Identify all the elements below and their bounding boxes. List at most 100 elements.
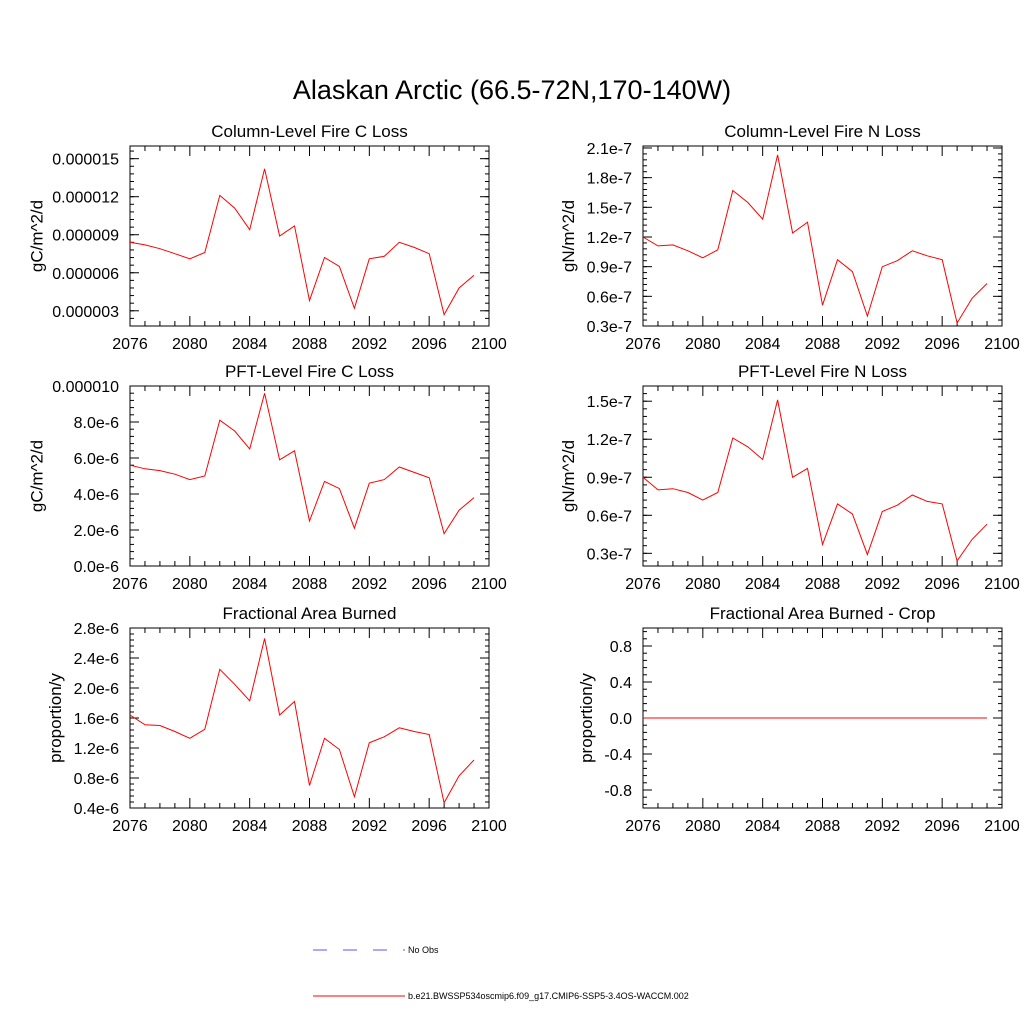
y-tick-label: 0.000015 xyxy=(52,152,119,169)
y-tick-label: 2.0e-6 xyxy=(74,681,119,698)
x-tick-label: 2084 xyxy=(232,818,268,835)
x-tick-label: 2080 xyxy=(685,818,721,835)
x-tick-label: 2096 xyxy=(924,336,960,353)
y-tick-label: 0.3e-7 xyxy=(587,319,632,336)
y-tick-label: -0.8 xyxy=(604,783,632,800)
y-tick-label: 1.6e-6 xyxy=(74,711,119,728)
y-tick-label: 0.0e-6 xyxy=(74,559,119,576)
y-tick-label: 2.4e-6 xyxy=(74,651,119,668)
plot-frame xyxy=(129,385,490,567)
y-tick-label: 1.8e-7 xyxy=(587,171,632,188)
x-tick-label: 2092 xyxy=(352,336,388,353)
x-tick-label: 2084 xyxy=(745,576,781,593)
y-tick-label: 0.8 xyxy=(610,639,632,656)
y-tick-label: 0.000009 xyxy=(52,228,119,245)
x-tick-label: 2080 xyxy=(685,336,721,353)
y-axis-label: proportion/y xyxy=(577,673,596,763)
y-axis-label: proportion/y xyxy=(46,673,65,763)
y-tick-label: 0.000003 xyxy=(52,304,119,321)
y-tick-label: 0.4 xyxy=(610,675,632,692)
x-tick-label: 2096 xyxy=(411,818,447,835)
y-tick-label: 4.0e-6 xyxy=(74,487,119,504)
x-tick-label: 2100 xyxy=(984,576,1020,593)
y-axis-label: gC/m^2/d xyxy=(27,440,46,512)
y-tick-label: 0.000012 xyxy=(52,190,119,207)
x-tick-label: 2100 xyxy=(471,336,507,353)
y-tick-label: 1.2e-6 xyxy=(74,741,119,758)
x-tick-label: 2092 xyxy=(865,576,901,593)
x-tick-label: 2096 xyxy=(924,818,960,835)
x-tick-label: 2080 xyxy=(172,818,208,835)
panel-title: PFT-Level Fire C Loss xyxy=(225,362,394,381)
x-tick-label: 2076 xyxy=(112,818,148,835)
x-tick-label: 2088 xyxy=(292,336,328,353)
x-tick-label: 2076 xyxy=(625,576,661,593)
panels: Column-Level Fire C Loss 2076 2080 2084 2088… xyxy=(27,122,1019,835)
x-tick-label: 2088 xyxy=(292,818,328,835)
x-tick-label: 2088 xyxy=(805,818,841,835)
y-tick-label: 1.2e-7 xyxy=(587,432,632,449)
y-tick-label: 2.8e-6 xyxy=(74,621,119,638)
x-tick-label: 2092 xyxy=(352,576,388,593)
panel-title: Column-Level Fire C Loss xyxy=(211,122,408,141)
x-tick-label: 2096 xyxy=(411,576,447,593)
plot-frame xyxy=(642,385,1003,567)
y-tick-label: 2.1e-7 xyxy=(587,141,632,158)
panel-title: Fractional Area Burned xyxy=(223,604,397,623)
y-tick-label: 0.6e-7 xyxy=(587,508,632,525)
y-tick-label: 0.6e-7 xyxy=(587,289,632,306)
x-tick-label: 2088 xyxy=(805,576,841,593)
legend: No Obs b.e21.BWSSP534oscmip6.f09_g17.CMI… xyxy=(313,945,689,1001)
x-tick-label: 2100 xyxy=(471,576,507,593)
panel-title: PFT-Level Fire N Loss xyxy=(738,362,907,381)
x-tick-label: 2084 xyxy=(745,336,781,353)
x-tick-label: 2076 xyxy=(625,818,661,835)
panel-2: Column-Level Fire N Loss 2076 2080 2084 2088… xyxy=(559,122,1020,353)
panel-6: Fractional Area Burned - Crop 2076 2080 208… xyxy=(577,604,1020,835)
x-tick-label: 2084 xyxy=(232,336,268,353)
x-tick-label: 2092 xyxy=(352,818,388,835)
y-tick-label: 0.8e-6 xyxy=(74,771,119,788)
panel-4: PFT-Level Fire N Loss 2076 2080 2084 2088 209… xyxy=(559,362,1020,593)
panel-1: Column-Level Fire C Loss 2076 2080 2084 2088… xyxy=(27,122,506,353)
series-line xyxy=(642,399,988,563)
y-tick-label: 0.0 xyxy=(610,711,632,728)
legend-obs-label: No Obs xyxy=(408,945,439,955)
y-tick-label: 1.5e-7 xyxy=(587,200,632,217)
y-tick-label: 0.3e-7 xyxy=(587,546,632,563)
x-tick-label: 2100 xyxy=(984,818,1020,835)
panel-5: Fractional Area Burned 2076 2080 2084 2088 20… xyxy=(46,604,507,835)
plot-frame xyxy=(129,627,490,809)
x-tick-label: 2076 xyxy=(112,576,148,593)
series-line xyxy=(129,168,475,316)
x-tick-label: 2092 xyxy=(865,336,901,353)
y-tick-label: 0.000006 xyxy=(52,266,119,283)
x-tick-label: 2096 xyxy=(924,576,960,593)
y-tick-label: 1.2e-7 xyxy=(587,230,632,247)
x-tick-label: 2100 xyxy=(984,336,1020,353)
x-tick-label: 2100 xyxy=(471,818,507,835)
y-tick-label: 1.5e-7 xyxy=(587,394,632,411)
y-tick-label: 0.9e-7 xyxy=(587,470,632,487)
y-axis-label: gN/m^2/d xyxy=(559,440,578,512)
x-tick-label: 2088 xyxy=(292,576,328,593)
y-axis-label: gC/m^2/d xyxy=(27,200,46,272)
series-line xyxy=(129,393,475,535)
y-axis-label: gN/m^2/d xyxy=(559,200,578,272)
y-tick-label: 0.9e-7 xyxy=(587,260,632,277)
x-tick-label: 2080 xyxy=(172,336,208,353)
x-tick-label: 2076 xyxy=(625,336,661,353)
x-tick-label: 2080 xyxy=(685,576,721,593)
plot-frame xyxy=(642,145,1003,327)
panel-title: Fractional Area Burned - Crop xyxy=(710,604,936,623)
x-tick-label: 2084 xyxy=(745,818,781,835)
y-tick-label: 0.4e-6 xyxy=(74,801,119,818)
y-tick-label: -0.4 xyxy=(604,747,632,764)
y-tick-label: 6.0e-6 xyxy=(74,451,119,468)
legend-model-label: b.e21.BWSSP534oscmip6.f09_g17.CMIP6-SSP5… xyxy=(408,991,689,1001)
x-tick-label: 2080 xyxy=(172,576,208,593)
y-tick-label: 2.0e-6 xyxy=(74,523,119,540)
x-tick-label: 2084 xyxy=(232,576,268,593)
series-line xyxy=(129,638,475,805)
